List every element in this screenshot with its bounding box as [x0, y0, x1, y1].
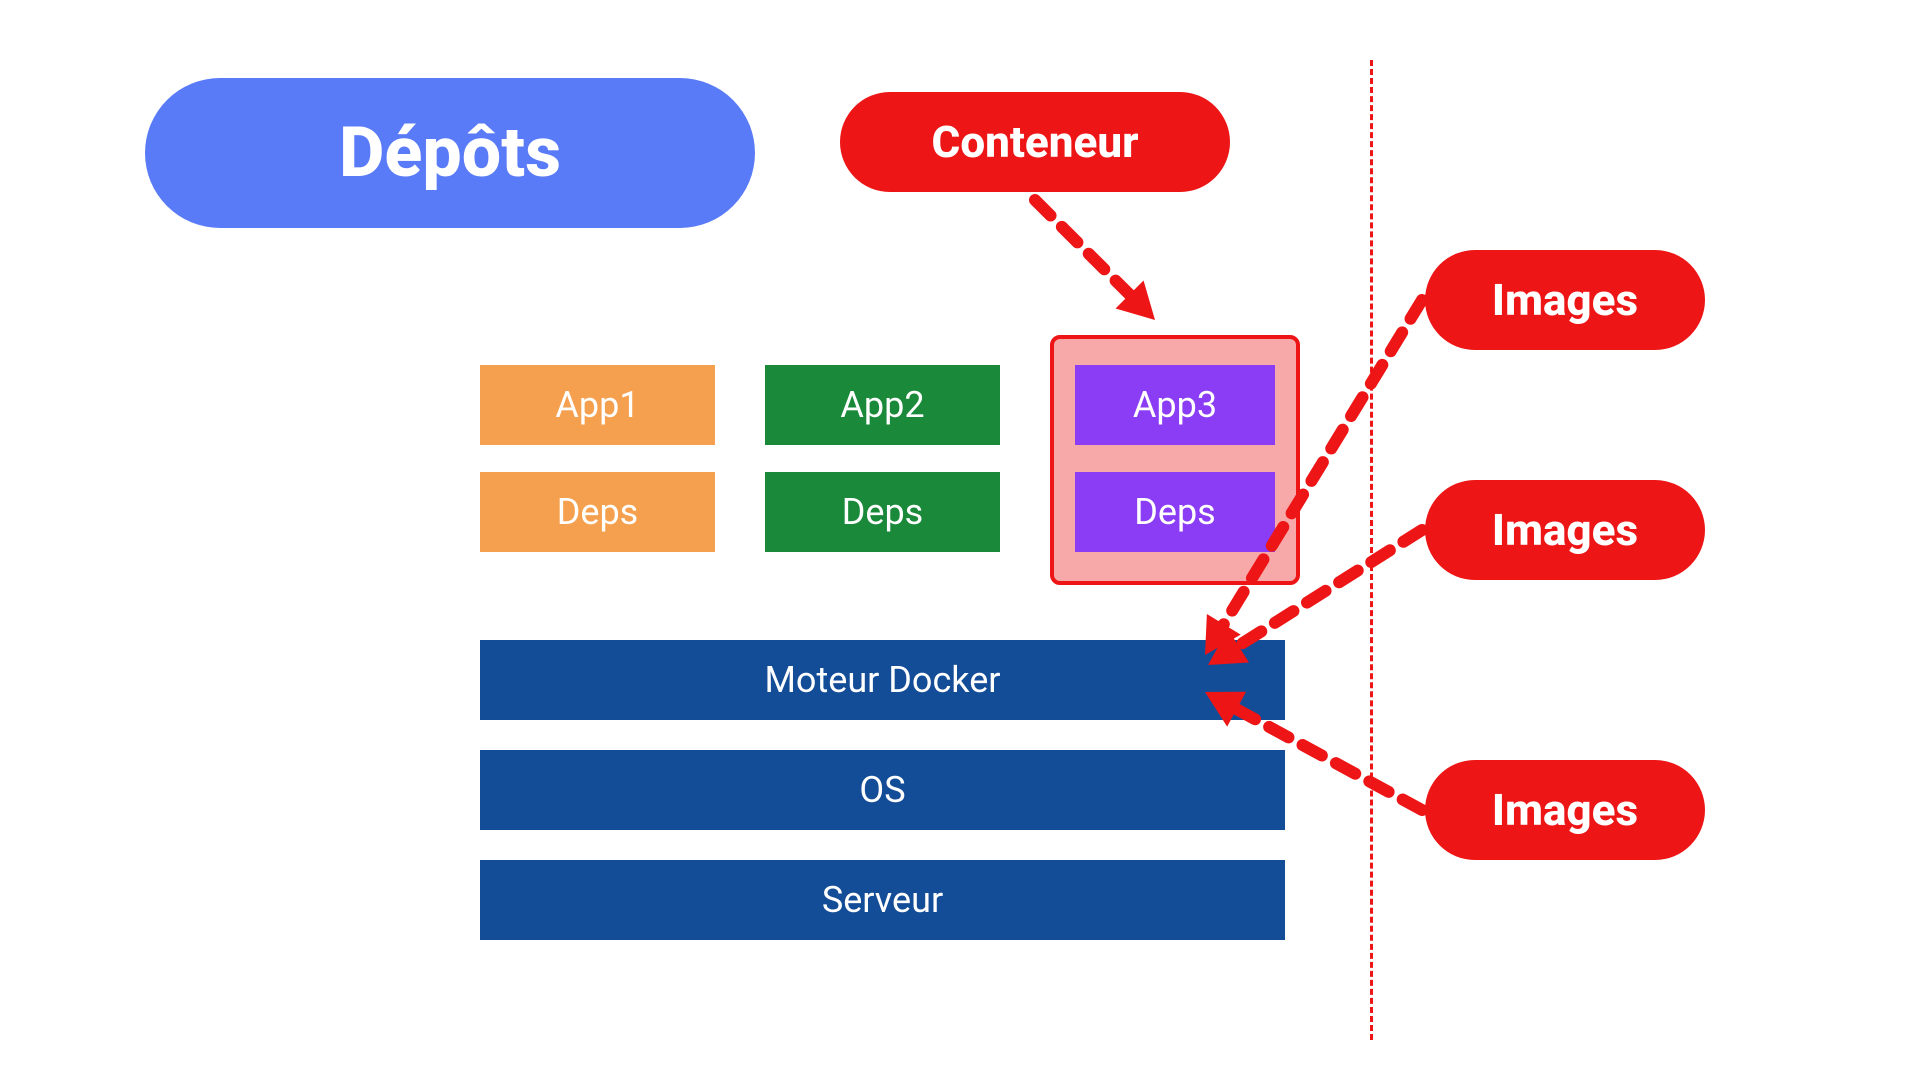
deps-label: Deps — [557, 491, 639, 533]
deps-label: Deps — [842, 491, 924, 533]
images-label: Images — [1492, 784, 1638, 836]
images-label: Images — [1492, 274, 1638, 326]
diagram-stage: Dépôts Conteneur Images Images Images Ap… — [0, 0, 1920, 1080]
deps-label: Deps — [1134, 491, 1216, 533]
vertical-divider — [1370, 60, 1373, 1040]
depots-label: Dépôts — [339, 112, 561, 194]
images-pill: Images — [1425, 250, 1705, 350]
stack-label: Moteur Docker — [765, 659, 1001, 701]
images-pill: Images — [1425, 480, 1705, 580]
deps-block: Deps — [480, 472, 715, 552]
app-label: App2 — [840, 384, 924, 426]
app-block: App2 — [765, 365, 1000, 445]
app-block: App3 — [1075, 365, 1275, 445]
conteneur-label: Conteneur — [931, 116, 1138, 168]
stack-layer: Serveur — [480, 860, 1285, 940]
stack-label: Serveur — [822, 879, 943, 921]
conteneur-pill: Conteneur — [840, 92, 1230, 192]
depots-pill: Dépôts — [145, 78, 755, 228]
stack-layer: Moteur Docker — [480, 640, 1285, 720]
deps-block: Deps — [765, 472, 1000, 552]
deps-block: Deps — [1075, 472, 1275, 552]
app-label: App3 — [1133, 384, 1217, 426]
stack-layer: OS — [480, 750, 1285, 830]
app-block: App1 — [480, 365, 715, 445]
images-pill: Images — [1425, 760, 1705, 860]
app-label: App1 — [555, 384, 639, 426]
stack-label: OS — [859, 769, 905, 811]
images-label: Images — [1492, 504, 1638, 556]
